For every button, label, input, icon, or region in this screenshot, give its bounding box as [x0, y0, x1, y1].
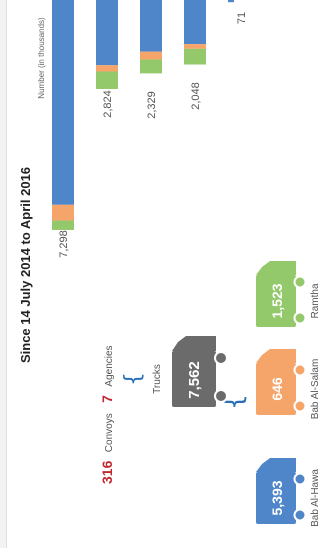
convoys-count: 316 — [99, 460, 115, 484]
truck-wheel — [293, 311, 307, 325]
truck-value: 5,393 — [269, 480, 285, 515]
page-title: Since 14 July 2014 to April 2016 — [18, 167, 33, 363]
bar-total-label: 7,298 — [58, 230, 70, 258]
svg-text:316 Convoys 7: 316 Convoys 7 Agencies — [99, 345, 116, 484]
bar-segment-orange — [140, 51, 162, 60]
truck-wheel — [214, 351, 228, 365]
bar-segment-blue — [52, 0, 74, 205]
bar-segment-blue — [228, 0, 234, 3]
truck-icon — [256, 275, 296, 327]
truck-value: 1,523 — [269, 283, 285, 318]
trucks-label: Trucks — [152, 364, 163, 394]
truck-wheel — [293, 472, 307, 486]
crossing-label: Ramtha — [310, 283, 321, 318]
truck-icon — [256, 363, 296, 415]
page-edge — [0, 0, 6, 548]
page-edge-line — [6, 0, 7, 548]
bar-segment-orange — [184, 44, 206, 49]
bar-chart — [52, 0, 234, 230]
truck-wheel — [293, 363, 307, 377]
truck-wheel — [293, 508, 307, 522]
truck-cab — [256, 261, 296, 275]
chart-ylabel: Number (in thousands) — [37, 17, 46, 99]
bar-segment-orange — [96, 65, 118, 72]
bar-segment-blue — [184, 0, 206, 45]
truck-value: 646 — [269, 377, 285, 401]
truck-wheel — [293, 399, 307, 413]
truck-wheel — [214, 389, 228, 403]
truck-cab — [172, 336, 216, 351]
truck-icon — [172, 351, 216, 407]
truck-bab-al-salam: 646 Bab Al-Salam — [256, 349, 321, 419]
truck-wheel — [293, 275, 307, 289]
summary-line: 316 Convoys 7 Agencies — [99, 345, 116, 484]
truck-cab — [256, 458, 296, 472]
crossing-label: Bab Al-Hawa — [310, 469, 321, 527]
convoys-label: Convoys — [104, 413, 115, 452]
bar-total-label: 2,329 — [146, 91, 158, 119]
truck-cab — [256, 349, 296, 363]
bar-segment-green — [96, 71, 118, 89]
truck-icon — [256, 472, 296, 524]
bar-segment-blue — [96, 0, 118, 66]
bar-total-label: 2,048 — [190, 82, 202, 110]
bar-total-label: 2,824 — [102, 90, 114, 118]
agencies-label: Agencies — [104, 345, 115, 386]
bar-segment-green — [184, 48, 206, 65]
brace-icon: { — [121, 372, 146, 386]
bar-segment-blue — [140, 0, 162, 52]
truck-total: 7,562 — [172, 336, 228, 407]
bar-segment-green — [52, 220, 74, 230]
truck-total-value: 7,562 — [186, 361, 203, 399]
bar-total-label: 71 — [236, 12, 248, 24]
truck-ramtha: 1,523 Ramtha — [256, 261, 321, 327]
crossing-label: Bab Al-Salam — [310, 359, 321, 420]
bar-segment-green — [140, 59, 162, 74]
truck-bab-al-hawa: 5,393 Bab Al-Hawa — [256, 458, 321, 527]
bar-segment-orange — [52, 204, 74, 221]
agencies-count: 7 — [99, 395, 115, 403]
